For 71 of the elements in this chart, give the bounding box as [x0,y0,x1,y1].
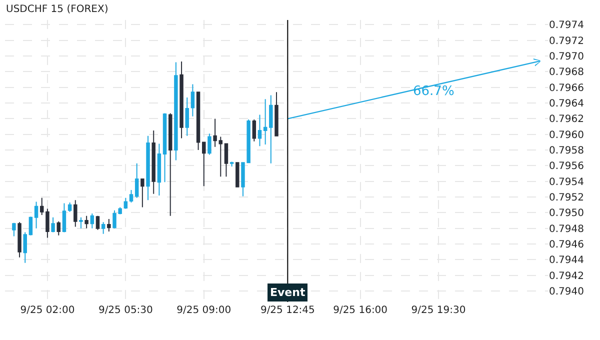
candlestick [185,97,189,136]
candlestick [274,92,278,136]
y-tick-label: 0.7974 [549,20,584,32]
y-tick-label: 0.7966 [549,82,584,94]
candlestick [218,136,222,178]
candlestick [146,135,150,201]
candlestick [96,215,100,230]
candlestick [129,189,134,204]
candlestick [180,61,184,139]
y-tick-label: 0.7972 [549,36,584,47]
candlestick [224,143,228,178]
candlestick [236,162,240,188]
y-tick-label: 0.7946 [549,240,584,251]
candlestick [51,216,55,233]
y-tick-label: 0.7952 [549,192,584,204]
x-tick-label: 9/25 12:45 [260,305,315,316]
x-tick-label: 9/25 05:30 [98,305,153,316]
candlestick [269,94,273,164]
candlestick [46,208,50,238]
candlestick [34,201,38,229]
y-tick-label: 0.7954 [549,176,584,188]
candlestick [202,142,206,187]
y-tick-label: 0.7968 [549,67,584,78]
candlestick [12,222,16,237]
candlestick [18,222,22,258]
candlestick [101,222,106,234]
candlestick [196,92,200,151]
candlestick [90,212,94,229]
candlestick [68,202,72,212]
y-tick-label: 0.7950 [549,208,584,220]
annotation: 66.7% [413,84,454,99]
candlestick [157,143,162,196]
x-tick-label: 9/25 09:00 [176,305,232,316]
x-tick-label: 9/25 02:00 [20,305,75,316]
candlestick [263,98,268,146]
candlestick [62,202,66,233]
candlestick [258,114,262,147]
y-tick-label: 0.7956 [549,161,584,172]
candlestick [213,118,217,148]
candlestick [168,112,172,216]
candlestick [230,161,234,167]
candlestick [107,218,111,232]
candlestick [140,178,144,208]
candlestick [79,216,83,229]
candlestick [56,220,60,236]
y-tick-label: 0.7970 [549,52,584,63]
y-tick-label: 0.7958 [549,146,584,157]
candlestick [23,232,27,264]
ref-line-label: Event [270,286,306,299]
candlestick [208,133,212,156]
candlestick [134,162,139,198]
candlestick [162,112,167,183]
y-tick-label: 0.7962 [549,114,584,126]
y-tick-label: 0.7944 [549,255,584,266]
y-tick-label: 0.7960 [549,130,584,141]
candlestick [124,197,128,210]
candlestick [28,216,33,236]
y-tick-label: 0.7940 [549,286,584,298]
chart-title: USDCHF 15 (FOREX) [6,4,108,16]
candlestick [252,118,256,142]
candlestick [40,197,44,216]
candlestick [152,130,156,194]
candlestick [74,200,78,228]
y-tick-label: 0.7964 [549,98,584,110]
candlestick [174,62,178,161]
candlestick [190,84,195,117]
y-tick-label: 0.7942 [549,270,584,282]
x-tick-label: 9/25 16:00 [333,305,388,316]
x-tick-label: 9/25 19:30 [411,305,466,316]
candlestick [84,215,88,229]
y-tick-label: 0.7948 [549,224,584,235]
